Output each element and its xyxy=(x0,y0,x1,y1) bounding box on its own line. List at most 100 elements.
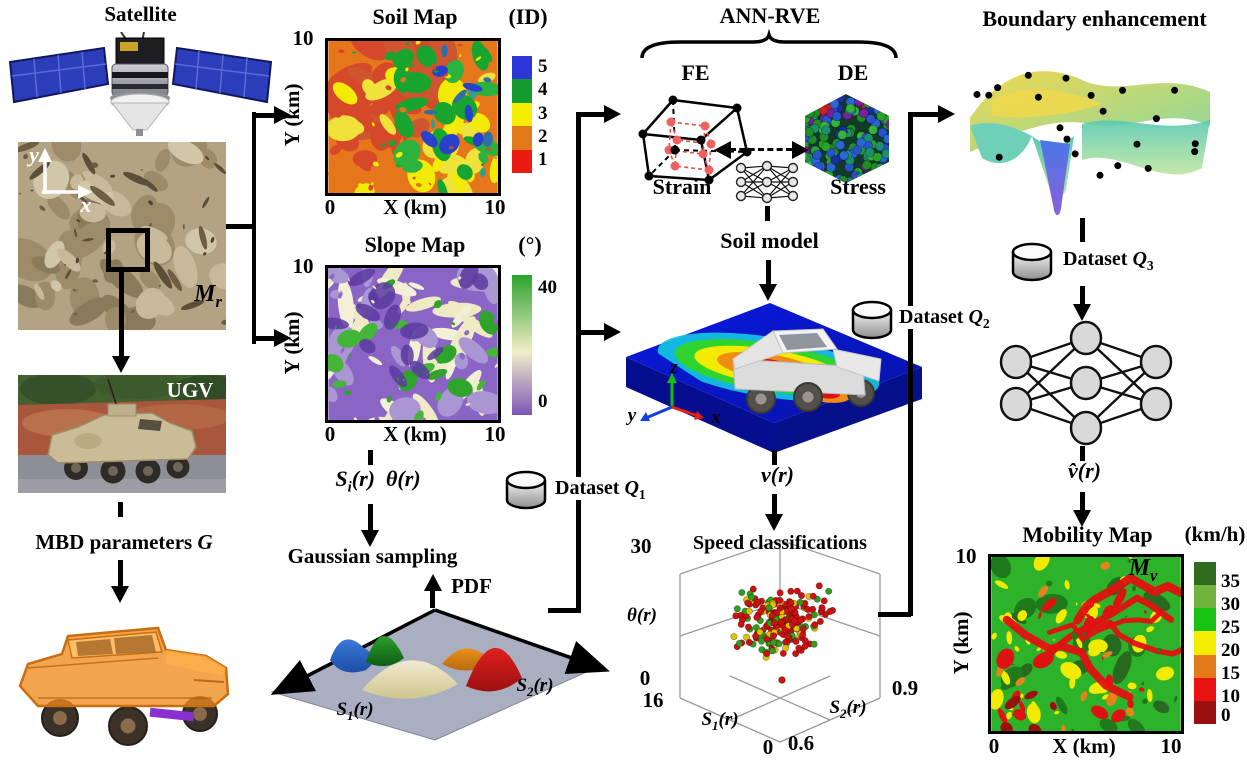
triad-x-label: x xyxy=(711,407,721,428)
colorbar-segment xyxy=(1194,562,1216,586)
colorbar-segment xyxy=(1194,677,1216,701)
mobility-x-axis-label: X (km) xyxy=(1052,734,1116,758)
speed-s1-min: 0 xyxy=(762,735,774,759)
soil-x-min: 0 xyxy=(324,195,336,219)
stress-label: Stress xyxy=(830,174,886,199)
connector-line xyxy=(252,336,276,341)
connector-line xyxy=(252,112,256,344)
connector-line xyxy=(578,112,606,117)
strain-label: Strain xyxy=(652,174,712,199)
mobility-cbar-label: 25 xyxy=(1221,617,1240,638)
connector-line xyxy=(252,113,276,118)
database-icon xyxy=(505,470,547,510)
pdf-axis-shaft xyxy=(430,590,435,608)
mobility-x-max: 10 xyxy=(1160,734,1182,758)
mobility-symbol: Mv xyxy=(1128,555,1158,585)
slope-x-axis-label: X (km) xyxy=(383,422,447,446)
de-granular-cube xyxy=(805,94,889,183)
soil-colorbar xyxy=(512,56,532,174)
map-region-symbol: Mr xyxy=(194,281,222,311)
colorbar-segment xyxy=(1194,654,1216,678)
pdf-plot xyxy=(270,608,610,741)
sim-truck xyxy=(732,328,882,414)
mobility-y-axis-label: Y (km) xyxy=(949,611,974,675)
arrowhead xyxy=(1073,304,1091,321)
colorbar-segment xyxy=(512,56,532,80)
colorbar-segment xyxy=(512,126,532,150)
mobility-y-max: 10 xyxy=(955,544,977,568)
slope-cbar-min: 0 xyxy=(538,391,548,412)
soil-cbar-label: 3 xyxy=(538,103,548,124)
mobility-cbar-label: 20 xyxy=(1221,640,1240,661)
gaussian-sampling-label: Gaussian sampling xyxy=(287,544,458,568)
soil-y-axis-label: Y (km) xyxy=(280,83,305,147)
triad-y-label: y xyxy=(627,405,637,426)
dashed-connector xyxy=(368,450,373,465)
pdf-s1-axis-label: S1(r) xyxy=(336,699,374,723)
speed-theta-min: 0 xyxy=(639,666,651,690)
boundary-title: Boundary enhancement xyxy=(982,6,1207,31)
slope-cbar-max: 40 xyxy=(538,277,557,298)
vehicle-soil-simulation xyxy=(626,303,922,453)
soil-x-max: 10 xyxy=(484,195,506,219)
mobility-cbar-label: 10 xyxy=(1221,686,1240,707)
arrow-mbd-to-model xyxy=(118,560,123,586)
speed-classification-plot xyxy=(679,539,881,743)
colorbar-segment xyxy=(512,79,532,103)
mobility-colorbar xyxy=(1194,562,1216,724)
connector-line xyxy=(548,608,581,613)
pdf-label: PDF xyxy=(451,574,492,598)
mobility-x-min: 0 xyxy=(988,734,1000,758)
dashed-connector xyxy=(772,450,777,465)
connector-line xyxy=(226,224,254,229)
pdf-axis-arrowhead xyxy=(424,574,442,591)
terrain-x-axis-label: x xyxy=(80,192,92,217)
soil-cbar-label: 2 xyxy=(538,126,548,147)
mobility-cbar-label: 35 xyxy=(1221,571,1240,592)
soil-x-axis-label: X (km) xyxy=(383,195,447,219)
zoom-region-box xyxy=(106,228,150,272)
mbd-parameters-label: MBD parameters G xyxy=(35,530,213,554)
soil-model-label: Soil model xyxy=(720,228,819,253)
connector-line xyxy=(910,112,942,117)
arrow-v-to-speed xyxy=(772,494,777,514)
satellite-illustration xyxy=(8,32,273,136)
pdf-s2-axis-label: S2(r) xyxy=(516,675,554,699)
slope-map-title: Slope Map xyxy=(364,232,466,257)
arrowhead xyxy=(714,141,731,159)
connector-line xyxy=(576,112,581,612)
coordinate-triad xyxy=(640,373,704,421)
brace xyxy=(640,28,898,59)
speed-s1-max: 16 xyxy=(642,688,664,712)
slope-x-max: 10 xyxy=(484,422,506,446)
soil-y-max: 10 xyxy=(292,26,314,50)
database-icon xyxy=(851,300,893,340)
arrow-terrain-to-ugv xyxy=(119,272,124,356)
mobility-cbar-label: 15 xyxy=(1221,663,1240,684)
v-of-r-label: v(r) xyxy=(761,462,794,487)
soil-cbar-label: 1 xyxy=(538,149,548,170)
slope-map-image xyxy=(325,265,501,423)
enhancement-surface xyxy=(970,71,1210,216)
soil-map-image xyxy=(325,38,501,196)
mobility-cbar-label: 30 xyxy=(1221,594,1240,615)
satellite-title: Satellite xyxy=(104,2,177,26)
colorbar-segment xyxy=(1194,585,1216,609)
arrowhead xyxy=(604,105,621,123)
neural-network-diagram xyxy=(999,320,1173,446)
colorbar-segment xyxy=(1194,631,1216,655)
arrowhead xyxy=(112,356,130,373)
vhat-label: v̂(r) xyxy=(1068,458,1101,483)
dashed-connector xyxy=(1080,446,1085,461)
slope-colorbar xyxy=(512,275,532,415)
connector-line xyxy=(1080,218,1085,242)
mobility-cbar-label: 0 xyxy=(1221,705,1231,726)
arrow-to-gaussian xyxy=(368,504,373,530)
arrowhead xyxy=(938,105,955,123)
arrowhead xyxy=(361,530,379,547)
arrowhead xyxy=(274,106,291,124)
mobility-map-unit: (km/h) xyxy=(1184,522,1246,546)
colorbar-segment xyxy=(1194,608,1216,632)
connector-line xyxy=(908,112,913,616)
